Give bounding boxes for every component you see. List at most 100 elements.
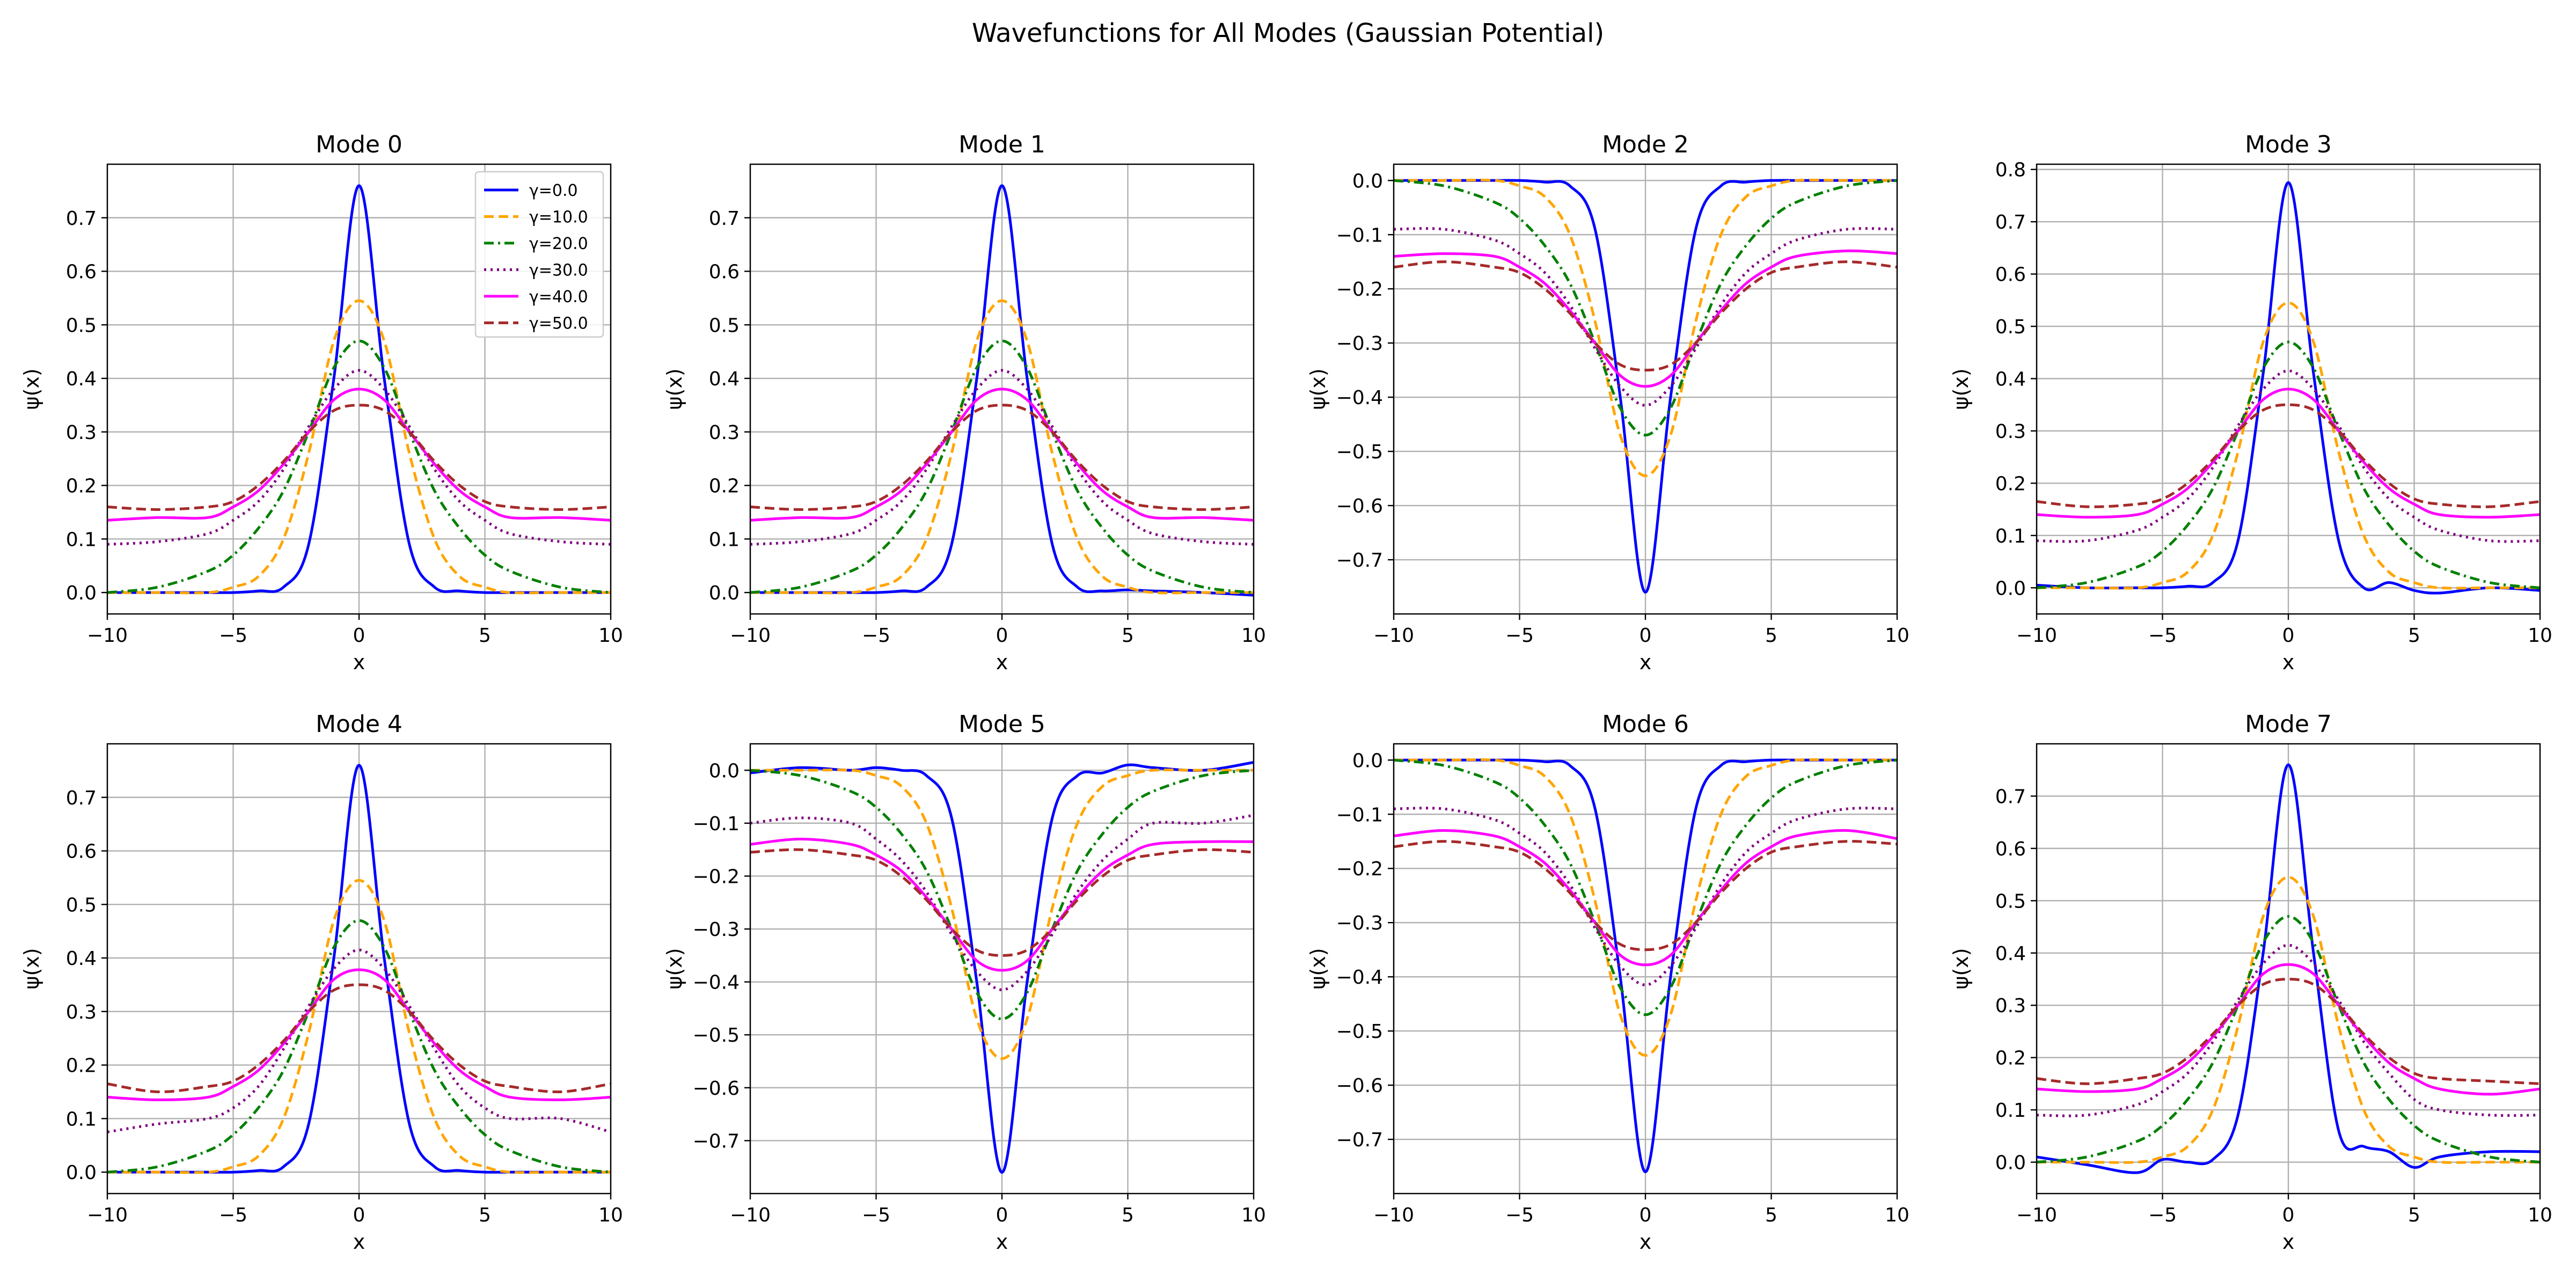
y-tick-label: 0.0 — [1995, 1152, 2026, 1174]
x-axis-label: x — [1640, 1230, 1652, 1254]
x-tick-label: 0 — [2282, 1204, 2295, 1226]
legend-label: γ=10.0 — [529, 208, 588, 227]
y-tick-label: 0.2 — [709, 475, 740, 497]
series-line-γ=40.0 — [2036, 963, 2541, 1096]
series-line-γ=20.0 — [107, 339, 611, 594]
x-tick-label: −10 — [2016, 625, 2057, 647]
figure-title: Wavefunctions for All Modes (Gaussian Po… — [972, 18, 1604, 48]
y-tick-label: 0.3 — [66, 1001, 97, 1023]
series-line-γ=20.0 — [2036, 340, 2541, 589]
x-tick-label: −10 — [730, 625, 771, 647]
y-tick-label: 0.0 — [1995, 577, 2026, 599]
series-line-γ=20.0 — [1393, 179, 1898, 437]
y-axis-label: ψ(x) — [1306, 948, 1330, 989]
x-tick-label: −5 — [1505, 1204, 1534, 1226]
y-tick-label: −0.1 — [693, 813, 740, 835]
series-line-γ=40.0 — [750, 387, 1254, 522]
y-tick-label: −0.6 — [1336, 1075, 1383, 1097]
y-tick-label: −0.2 — [693, 866, 740, 888]
y-tick-label: 0.1 — [1995, 525, 2026, 547]
y-tick-label: 0.5 — [1995, 316, 2026, 338]
x-tick-label: 10 — [598, 1204, 623, 1226]
x-tick-label: 10 — [1241, 625, 1266, 647]
x-tick-label: 0 — [2282, 625, 2295, 647]
y-tick-label: −0.5 — [1336, 441, 1383, 463]
y-tick-label: 0.4 — [1995, 943, 2026, 965]
y-axis-label: ψ(x) — [1949, 368, 1973, 409]
x-axis-label: x — [996, 650, 1008, 674]
x-tick-label: −10 — [87, 625, 128, 647]
series-line-γ=30.0 — [750, 369, 1254, 546]
x-tick-label: −5 — [1505, 625, 1534, 647]
y-tick-label: −0.7 — [693, 1130, 740, 1152]
series-line-γ=40.0 — [107, 968, 611, 1101]
x-axis-label: x — [996, 1230, 1008, 1254]
series-line-γ=50.0 — [750, 404, 1254, 511]
legend-label: γ=50.0 — [529, 314, 588, 333]
series-line-γ=40.0 — [750, 838, 1254, 972]
x-tick-label: −5 — [862, 625, 890, 647]
subplot-mode-5: −10 −5 0 5 10 −0.7 −0.6 −0.5 −0.4 −0.3 −0.2 −0.1 0.0… — [663, 711, 1266, 1254]
y-axis-label: ψ(x) — [663, 368, 686, 409]
x-tick-label: −10 — [2016, 1204, 2057, 1226]
x-tick-label: −10 — [1373, 1204, 1414, 1226]
series-line-γ=50.0 — [107, 404, 611, 511]
x-tick-label: 10 — [1885, 625, 1909, 647]
series-line-γ=0.0 — [1394, 758, 1897, 1174]
series-line-γ=0.0 — [750, 761, 1254, 1174]
y-tick-label: −0.3 — [693, 919, 740, 941]
y-tick-label: 0.1 — [1995, 1100, 2026, 1122]
y-tick-label: 0.4 — [66, 368, 97, 390]
y-tick-label: 0.4 — [66, 948, 97, 970]
y-tick-label: 0.0 — [1352, 170, 1383, 192]
y-tick-label: 0.6 — [709, 261, 740, 283]
series-line-γ=0.0 — [1394, 179, 1897, 594]
y-tick-label: 0.0 — [709, 582, 740, 604]
series-line-γ=10.0 — [107, 299, 611, 595]
series-line-γ=10.0 — [107, 879, 611, 1174]
y-tick-label: −0.4 — [1336, 967, 1383, 989]
x-tick-label: 10 — [2528, 625, 2552, 647]
y-tick-label: 0.6 — [66, 261, 97, 283]
y-tick-label: 0.0 — [66, 1162, 97, 1184]
y-tick-label: 0.7 — [1995, 211, 2026, 233]
y-tick-label: 0.6 — [1995, 264, 2026, 286]
legend-label: γ=30.0 — [529, 261, 588, 280]
y-tick-label: 0.0 — [709, 760, 740, 782]
y-tick-label: −0.2 — [1336, 858, 1383, 880]
subplot-title: Mode 4 — [316, 711, 402, 738]
x-tick-label: −5 — [219, 1204, 247, 1226]
y-axis-label: ψ(x) — [20, 948, 43, 989]
x-tick-label: −10 — [87, 1204, 128, 1226]
series-line-γ=40.0 — [1393, 829, 1898, 967]
y-tick-label: −0.6 — [1336, 495, 1383, 517]
x-tick-label: −5 — [219, 625, 247, 647]
series-line-γ=20.0 — [2036, 915, 2541, 1163]
subplot-mode-4: −10 −5 0 5 10 0.0 0.1 0.2 0.3 0.4 0.5 0.6 0.7 Mode 4 x… — [20, 711, 623, 1254]
series-line-γ=40.0 — [1393, 249, 1898, 388]
x-tick-label: 5 — [1765, 625, 1777, 647]
x-tick-label: 10 — [2528, 1204, 2552, 1226]
y-tick-label: 0.3 — [66, 422, 97, 444]
series-line-γ=0.0 — [750, 184, 1254, 597]
x-tick-label: 10 — [598, 625, 623, 647]
series-line-γ=0.0 — [2036, 763, 2541, 1174]
series-line-γ=10.0 — [2037, 301, 2540, 590]
series-line-γ=20.0 — [1393, 758, 1898, 1016]
x-tick-label: 10 — [1885, 1204, 1909, 1226]
x-tick-label: −5 — [862, 1204, 890, 1226]
subplot-mode-2: −10 −5 0 5 10 −0.7 −0.6 −0.5 −0.4 −0.3 −0.2 −0.1 0.0… — [1306, 131, 1909, 674]
y-tick-label: −0.4 — [1336, 387, 1383, 409]
legend: γ=0.0 γ=10.0 γ=20.0 γ=30.0 γ=40.0 γ=50.0 — [474, 171, 604, 338]
x-tick-label: 5 — [2408, 625, 2420, 647]
x-tick-label: 5 — [1122, 1204, 1134, 1226]
y-tick-label: −0.6 — [693, 1078, 740, 1100]
x-tick-label: 5 — [2408, 1204, 2420, 1226]
y-tick-label: 0.3 — [1995, 995, 2026, 1017]
subplot-title: Mode 6 — [1602, 711, 1689, 738]
series-line-γ=10.0 — [750, 769, 1254, 1060]
y-tick-label: 0.6 — [1995, 838, 2026, 860]
subplot-title: Mode 0 — [316, 131, 402, 158]
y-tick-label: 0.8 — [1995, 159, 2026, 181]
y-tick-label: 0.2 — [1995, 1048, 2026, 1070]
